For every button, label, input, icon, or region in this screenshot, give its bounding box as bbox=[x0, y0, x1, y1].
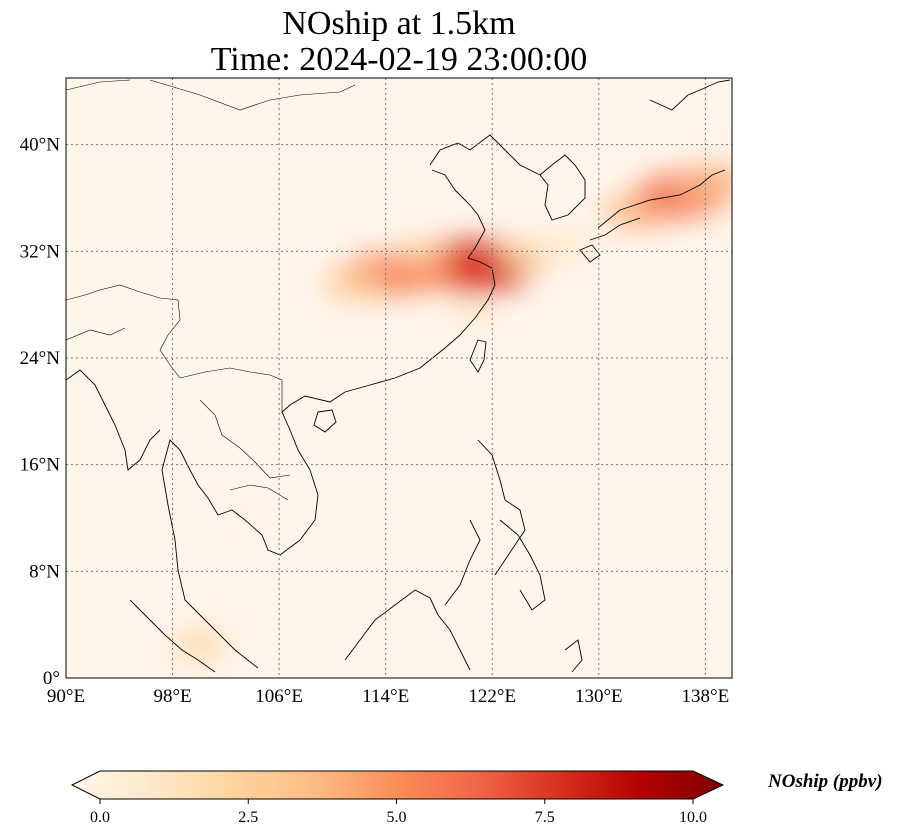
colorbar-body bbox=[70, 770, 725, 800]
plume-7 bbox=[393, 238, 445, 265]
plume-10 bbox=[676, 164, 732, 200]
colorbar-tick-label: 5.0 bbox=[387, 809, 407, 826]
colorbar-tick-label: 2.5 bbox=[238, 809, 258, 826]
colorbar-tick-label: 0.0 bbox=[90, 809, 110, 826]
colorbar: 0.0 2.5 5.0 7.5 10.0 bbox=[70, 770, 725, 826]
plume-5 bbox=[497, 242, 554, 271]
lat-tick-label: 8°N bbox=[29, 561, 60, 582]
country-borders bbox=[66, 79, 356, 501]
lon-tick-label: 130°E bbox=[575, 686, 623, 707]
lon-tick-label: 122°E bbox=[468, 686, 516, 707]
lon-tick-label: 138°E bbox=[682, 686, 730, 707]
lon-tick-label: 98°E bbox=[153, 686, 191, 707]
map-background bbox=[66, 78, 732, 678]
plume-4 bbox=[321, 269, 383, 300]
map-title: NOship at 1.5km bbox=[282, 5, 516, 42]
gridlines bbox=[66, 78, 732, 678]
plume-6 bbox=[548, 233, 596, 257]
lon-tick-label: 90°E bbox=[47, 686, 85, 707]
lat-tick-label: 16°N bbox=[20, 455, 61, 476]
lat-tick-label: 0° bbox=[43, 668, 60, 689]
plume-11 bbox=[449, 299, 496, 323]
lat-tick-label: 32°N bbox=[20, 241, 61, 262]
lon-tick-label: 106°E bbox=[255, 686, 303, 707]
lat-tick-label: 40°N bbox=[20, 135, 61, 156]
colorbar-tick-label: 7.5 bbox=[535, 809, 555, 826]
plume-13 bbox=[171, 630, 228, 659]
colorbar-tick-label: 10.0 bbox=[679, 809, 707, 826]
lon-tick-label: 114°E bbox=[362, 686, 409, 707]
plume-12 bbox=[219, 501, 259, 522]
lat-tick-label: 24°N bbox=[20, 348, 61, 369]
latitude-tick-labels: 0° 8°N 16°N 24°N 32°N 40°N bbox=[20, 135, 61, 689]
map-frame bbox=[65, 77, 733, 679]
longitude-tick-labels: 90°E 98°E 106°E 114°E 122°E 130°E 138°E bbox=[47, 686, 729, 707]
map-subtitle-time: Time: 2024-02-19 23:00:00 bbox=[210, 41, 588, 78]
colorbar-label: NOship (ppbv) bbox=[768, 771, 883, 792]
map-panel bbox=[66, 78, 732, 678]
coastlines bbox=[66, 79, 731, 673]
colorbar-ticks: 0.0 2.5 5.0 7.5 10.0 bbox=[90, 799, 707, 826]
